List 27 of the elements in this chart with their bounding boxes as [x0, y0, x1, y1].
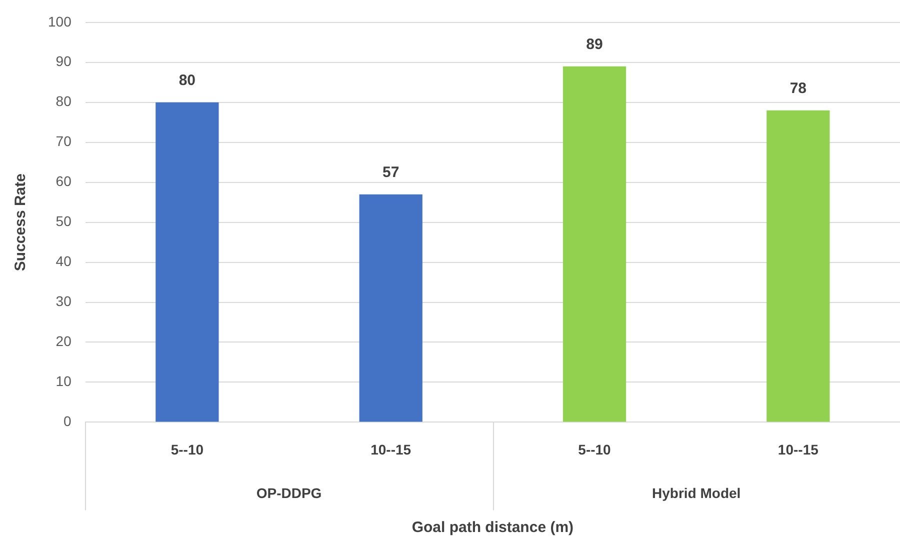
x-tick-label: 10--15 — [778, 441, 819, 458]
x-axis-title: Goal path distance (m) — [412, 519, 574, 536]
text: Hybrid Model — [652, 485, 741, 502]
text: OP-DDPG — [256, 485, 322, 502]
y-tick-label: 100 — [48, 13, 72, 30]
y-tick-label: 20 — [56, 333, 72, 350]
bar — [156, 102, 219, 422]
y-tick-label: 30 — [56, 293, 72, 310]
data-label: 89 — [586, 36, 603, 54]
bar — [766, 110, 830, 422]
y-tick-label: 50 — [56, 213, 72, 230]
x-tick-label: 10--15 — [370, 441, 412, 458]
data-label: 57 — [382, 164, 400, 181]
y-tick-label: 70 — [56, 133, 72, 150]
data-label: 80 — [178, 72, 196, 89]
y-axis-title: Success Rate — [12, 174, 30, 272]
x-tick-label: 5--10 — [578, 441, 612, 458]
bar — [359, 194, 422, 422]
bar — [562, 66, 626, 422]
y-tick-label: 10 — [56, 373, 72, 390]
y-tick-label: 90 — [56, 53, 72, 70]
y-tick-label: 0 — [64, 413, 72, 430]
y-tick-label: 40 — [56, 253, 72, 270]
x-tick-label: 5--10 — [170, 441, 204, 458]
y-tick-label: 60 — [56, 173, 72, 190]
y-tick-label: 80 — [56, 93, 72, 110]
data-label: 78 — [790, 80, 807, 97]
